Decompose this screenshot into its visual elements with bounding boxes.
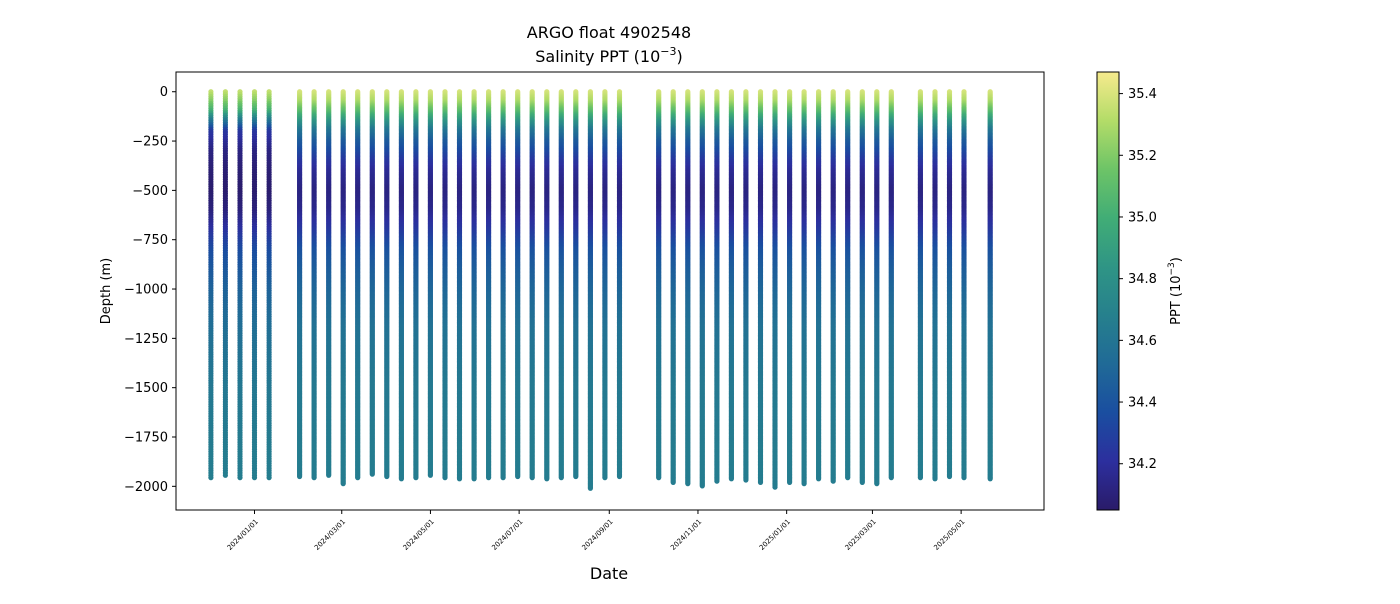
profile-column [251,89,258,481]
scatter-marks [208,89,993,491]
chart-subtitle: Salinity PPT (10−3) [535,45,683,66]
profile-column [471,89,477,482]
profile-column [311,89,317,481]
profile-column [237,89,243,481]
data-point [442,475,448,481]
profile-column [297,89,303,480]
chart-title: ARGO float 4902548 [527,23,691,42]
data-point [413,475,419,481]
profile-column [369,89,375,477]
profile-column [355,89,361,481]
profile-column [384,89,390,480]
data-point [266,475,272,481]
x-axis-label: Date [590,564,628,583]
profile-column [222,89,228,478]
y-axis-label: Depth (m) [99,258,114,325]
data-point [208,475,214,481]
profile-column [326,89,332,478]
profile-column [266,89,272,481]
data-point [326,472,332,478]
profile-column [442,89,448,481]
data-point [369,471,375,477]
data-point [237,475,243,481]
profile-column [413,89,419,481]
data-point [355,475,361,481]
data-point [340,481,346,487]
data-point [456,476,463,482]
data-point [311,475,317,481]
profile-column [340,89,346,487]
profile-column [456,89,463,482]
profile-column [208,89,214,481]
data-point [384,473,390,480]
data-point [398,476,404,482]
data-point [222,472,228,478]
data-point [297,473,303,480]
data-point [251,475,258,481]
profile-column [398,89,404,482]
profile-column [427,89,433,478]
data-point [427,472,433,478]
